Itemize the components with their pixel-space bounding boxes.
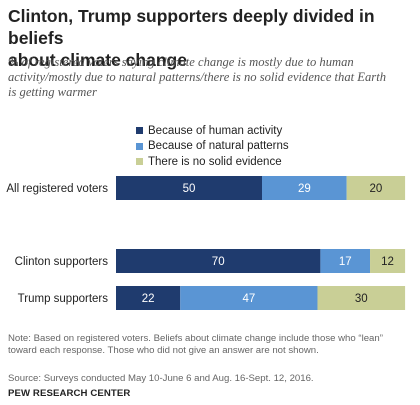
legend-label-no-evidence: There is no solid evidence <box>148 155 282 168</box>
legend-swatch-no-evidence <box>136 158 143 166</box>
chart-subtitle-line-1: % of registered voters saying climate ch… <box>8 55 354 69</box>
legend-item-human-activity: Because of human activity <box>136 123 289 139</box>
category-label-clinton-supporters: Clinton supporters <box>15 256 109 268</box>
bar-trump-supporters-natural-patterns <box>180 286 318 310</box>
legend-swatch-natural-patterns <box>136 142 143 150</box>
category-label-trump-supporters: Trump supporters <box>18 293 109 305</box>
chart-title-line-2: about climate change <box>8 50 187 70</box>
data-label-all-registered-voters-natural-patterns: 29 <box>298 183 311 195</box>
legend-swatch-human-activity <box>136 127 143 135</box>
bar-clinton-supporters-no-evidence <box>370 249 406 273</box>
category-label-all-registered-voters: All registered voters <box>6 183 108 195</box>
chart-title: Clinton, Trump supporters deeply divided… <box>8 5 412 71</box>
data-label-all-registered-voters-no-evidence: 20 <box>369 183 382 195</box>
data-label-trump-supporters-human-activity: 22 <box>142 293 155 305</box>
bar-clinton-supporters-natural-patterns <box>320 249 371 273</box>
chart-source: Source: Surveys conducted May 10-June 6 … <box>8 373 314 384</box>
chart-note-line-2: toward each response. Those who did not … <box>8 344 319 356</box>
chart-note-line-1: Note: Based on registered voters. Belief… <box>8 333 383 344</box>
org-name: PEW RESEARCH CENTER <box>8 388 131 399</box>
chart-subtitle: % of registered voters saying climate ch… <box>8 55 412 100</box>
legend-item-no-evidence: There is no solid evidence <box>136 154 289 170</box>
bar-all-registered-voters-no-evidence <box>346 176 406 200</box>
chart-title-line-1: Clinton, Trump supporters deeply divided… <box>8 6 375 48</box>
data-label-trump-supporters-natural-patterns: 47 <box>242 293 255 305</box>
data-label-clinton-supporters-human-activity: 70 <box>212 256 225 268</box>
legend-item-natural-patterns: Because of natural patterns <box>136 139 289 155</box>
bar-trump-supporters-human-activity <box>116 286 181 310</box>
data-label-clinton-supporters-no-evidence: 12 <box>381 256 394 268</box>
bar-all-registered-voters-human-activity <box>116 176 262 200</box>
chart-subtitle-line-2: activity/mostly due to natural patterns/… <box>8 70 386 84</box>
legend-label-natural-patterns: Because of natural patterns <box>148 140 289 153</box>
chart-subtitle-line-3: is getting warmer <box>8 85 97 99</box>
bar-clinton-supporters-human-activity <box>116 249 321 273</box>
data-label-clinton-supporters-natural-patterns: 17 <box>339 256 352 268</box>
bar-trump-supporters-no-evidence <box>317 286 406 310</box>
data-label-trump-supporters-no-evidence: 30 <box>355 293 368 305</box>
legend-label-human-activity: Because of human activity <box>148 124 283 137</box>
bar-all-registered-voters-natural-patterns <box>262 176 347 200</box>
data-label-all-registered-voters-human-activity: 50 <box>183 183 196 195</box>
chart-legend: Because of human activity Because of nat… <box>136 123 289 170</box>
stacked-bar-chart: All registered voters 50 29 20 Clinton suppo… <box>6 176 406 310</box>
chart-note: Note: Based on registered voters. Belief… <box>8 333 412 356</box>
